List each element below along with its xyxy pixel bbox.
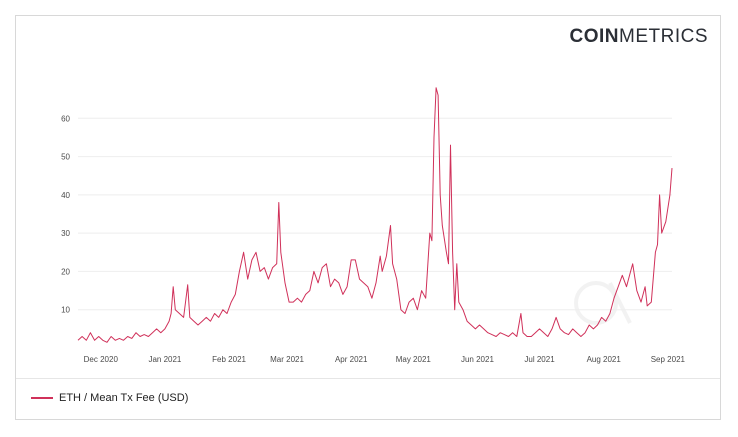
y-tick-label: 40 bbox=[61, 191, 70, 200]
x-tick-label: Aug 2021 bbox=[587, 355, 622, 364]
legend[interactable]: ETH / Mean Tx Fee (USD) bbox=[31, 392, 188, 404]
x-tick-label: Feb 2021 bbox=[212, 355, 246, 364]
x-tick-label: Dec 2020 bbox=[84, 355, 119, 364]
x-tick-label: Apr 2021 bbox=[335, 355, 368, 364]
y-tick-labels: 10 20 30 40 50 60 bbox=[61, 114, 70, 314]
coinmetrics-logo: COINMETRICS bbox=[570, 26, 709, 48]
legend-divider bbox=[16, 378, 720, 379]
x-tick-label: May 2021 bbox=[396, 355, 432, 364]
x-tick-label: Mar 2021 bbox=[270, 355, 304, 364]
logo-light-text: METRICS bbox=[619, 26, 708, 47]
watermark-logo bbox=[574, 281, 632, 325]
legend-swatch bbox=[31, 397, 53, 399]
y-tick-label: 10 bbox=[61, 306, 70, 315]
y-gridlines bbox=[78, 117, 672, 311]
x-tick-labels: Dec 2020 Jan 2021 Feb 2021 Mar 2021 Apr 2021… bbox=[84, 355, 686, 364]
y-tick-label: 50 bbox=[61, 153, 70, 162]
series-layer bbox=[77, 87, 673, 343]
y-tick-label: 30 bbox=[61, 229, 70, 238]
series-line-eth-mean-tx-fee bbox=[77, 87, 673, 343]
x-tick-label: Jun 2021 bbox=[461, 355, 494, 364]
legend-label: ETH / Mean Tx Fee (USD) bbox=[59, 392, 189, 404]
y-tick-label: 60 bbox=[61, 114, 70, 123]
x-tick-label: Sep 2021 bbox=[651, 355, 686, 364]
x-tick-label: Jan 2021 bbox=[148, 355, 181, 364]
y-tick-label: 20 bbox=[61, 267, 70, 276]
logo-bold-text: COIN bbox=[569, 26, 619, 47]
x-tick-label: Jul 2021 bbox=[524, 355, 555, 364]
chart-card bbox=[15, 15, 721, 420]
